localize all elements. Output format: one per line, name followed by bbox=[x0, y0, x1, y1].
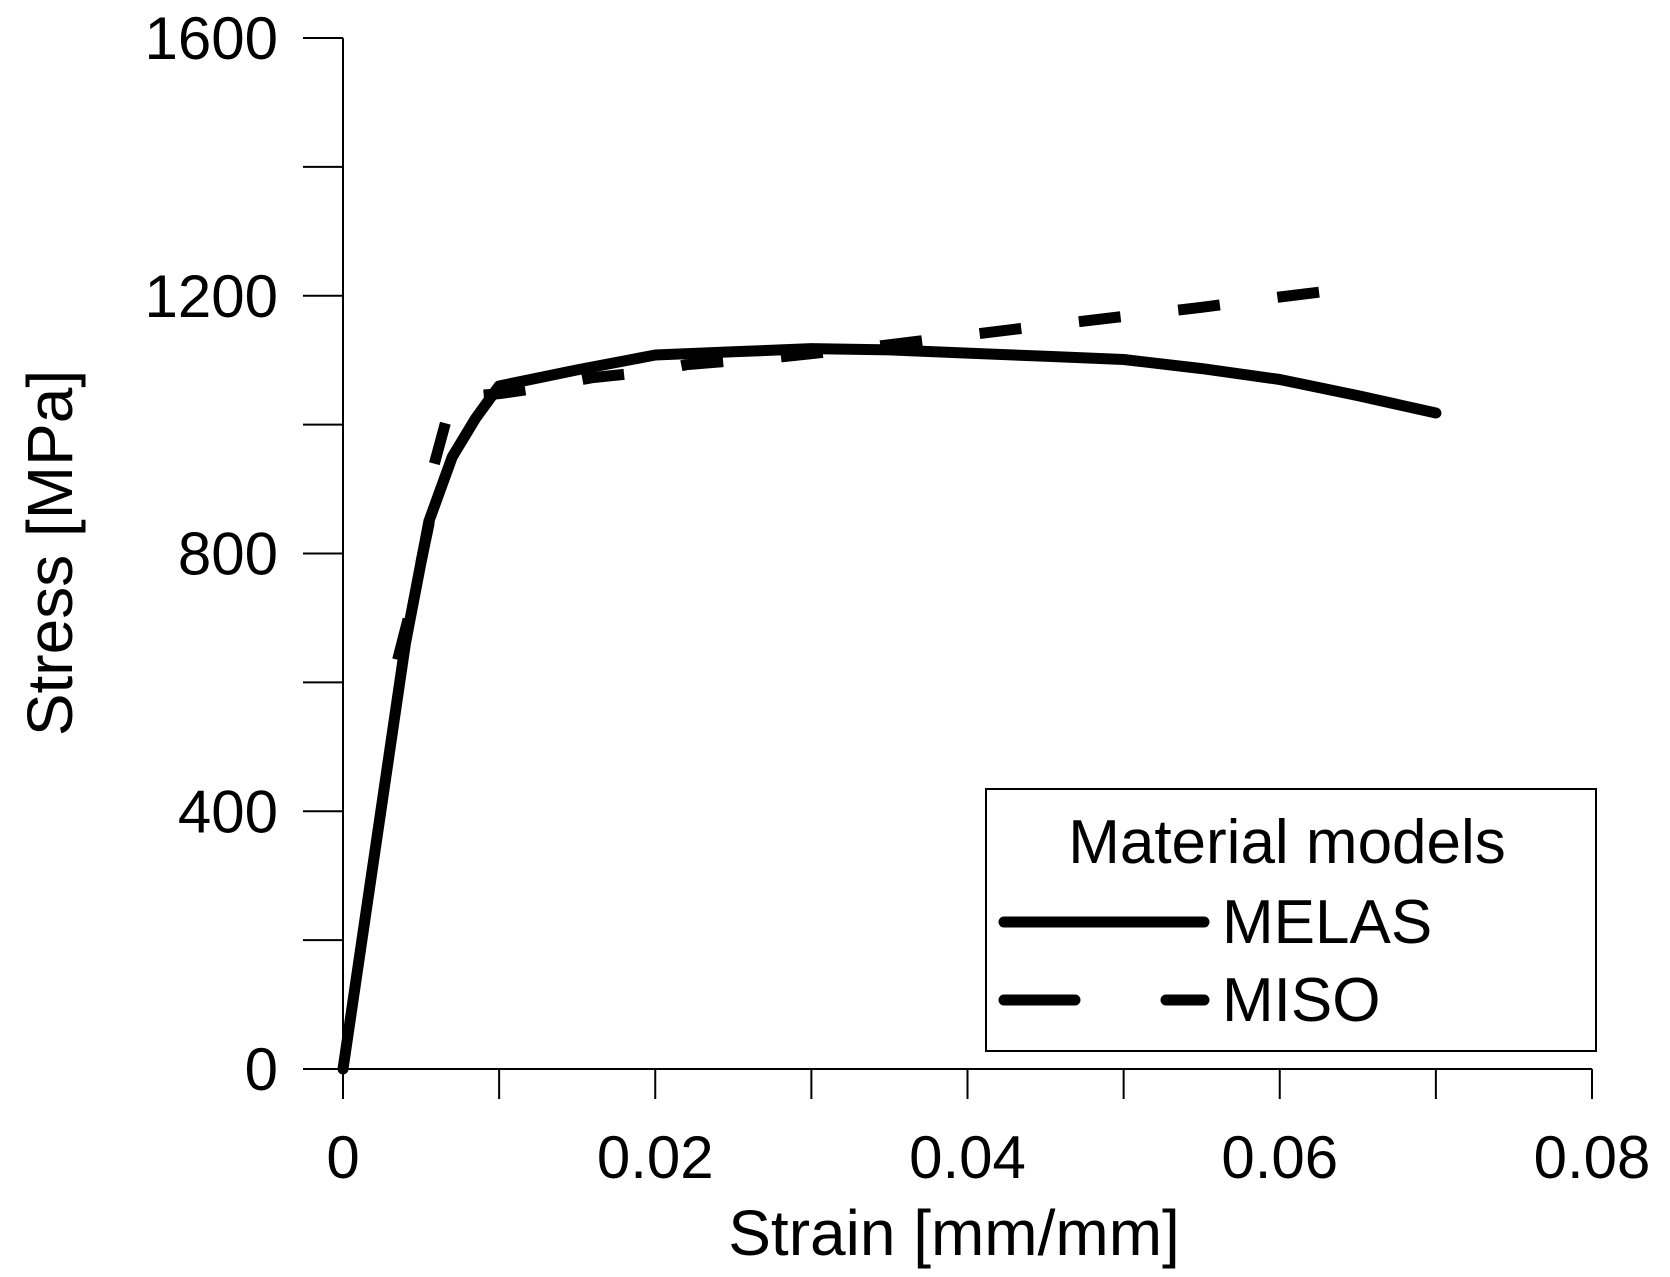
y-tick-label: 400 bbox=[178, 778, 278, 845]
legend-title: Material models bbox=[1068, 808, 1506, 877]
legend-label-melas: MELAS bbox=[1222, 888, 1432, 957]
y-tick-label: 800 bbox=[178, 521, 278, 588]
x-tick-label: 0.06 bbox=[1221, 1124, 1338, 1191]
y-axis-title: Stress [MPa] bbox=[14, 370, 86, 736]
x-tick-label: 0 bbox=[326, 1124, 359, 1191]
y-tick-label: 0 bbox=[245, 1036, 278, 1103]
axes: 0 0.02 0.04 0.06 0.08 0 400 800 1200 1600 bbox=[145, 5, 1651, 1191]
series-line-melas bbox=[337, 343, 1442, 1075]
tick-labels: 0 0.02 0.04 0.06 0.08 0 400 800 1200 1600 bbox=[145, 5, 1651, 1191]
y-tick-label: 1600 bbox=[145, 5, 278, 72]
series-line-miso bbox=[392, 281, 1359, 662]
series-layer bbox=[337, 281, 1442, 1075]
x-tick-label: 0.02 bbox=[597, 1124, 714, 1191]
y-tick-label: 1200 bbox=[145, 263, 278, 330]
legend-label-miso: MISO bbox=[1222, 966, 1380, 1035]
legend: Material models MELAS MISO bbox=[985, 788, 1597, 1052]
x-tick-label: 0.08 bbox=[1534, 1124, 1651, 1191]
x-tick-label: 0.04 bbox=[909, 1124, 1026, 1191]
x-axis-title: Strain [mm/mm] bbox=[728, 1197, 1180, 1269]
